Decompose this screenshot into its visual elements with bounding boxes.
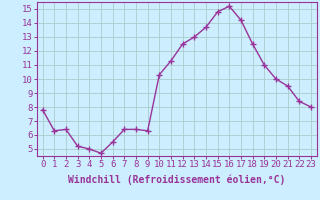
X-axis label: Windchill (Refroidissement éolien,°C): Windchill (Refroidissement éolien,°C) <box>68 175 285 185</box>
